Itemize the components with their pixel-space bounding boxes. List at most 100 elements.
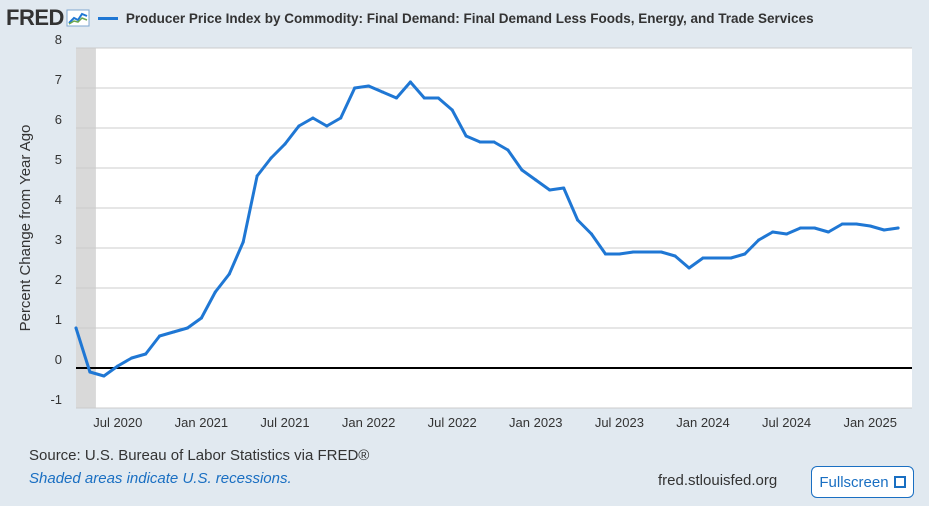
- x-tick-label: Jul 2024: [762, 415, 811, 430]
- site-url[interactable]: fred.stlouisfed.org: [658, 472, 778, 489]
- data-point: [381, 90, 385, 94]
- data-point: [534, 178, 538, 182]
- data-point: [868, 224, 872, 228]
- data-point: [227, 272, 231, 276]
- fred-logo[interactable]: FRED: [6, 5, 64, 30]
- data-point: [645, 250, 649, 254]
- plot-background: [76, 48, 912, 408]
- recession-note[interactable]: Shaded areas indicate U.S. recessions.: [29, 470, 292, 487]
- y-tick-label: 6: [55, 112, 62, 127]
- y-tick-label: 8: [55, 32, 62, 47]
- y-tick-label: 2: [55, 272, 62, 287]
- y-tick-labels: -1 0 1 2 3 4 5 6 7 8: [50, 32, 62, 407]
- data-point: [130, 356, 134, 360]
- data-point: [548, 188, 552, 192]
- recession-shading: [76, 48, 96, 408]
- data-point: [74, 326, 78, 330]
- data-point: [158, 334, 162, 338]
- data-point: [213, 290, 217, 294]
- data-point: [506, 148, 510, 152]
- x-tick-label: Jan 2025: [843, 415, 897, 430]
- data-point: [241, 240, 245, 244]
- data-point: [701, 256, 705, 260]
- data-point: [408, 80, 412, 84]
- data-point: [394, 96, 398, 100]
- data-point: [882, 228, 886, 232]
- expand-corners-icon: [893, 476, 906, 488]
- data-point: [422, 96, 426, 100]
- recession-band: [76, 48, 96, 408]
- x-tick-labels: Jul 2020 Jan 2021 Jul 2021 Jan 2022 Jul 2022…: [93, 415, 897, 430]
- grid-lines: [76, 47, 912, 409]
- data-point: [367, 84, 371, 88]
- data-point: [478, 140, 482, 144]
- data-point: [520, 168, 524, 172]
- data-point: [840, 222, 844, 226]
- y-tick-label: 0: [55, 352, 62, 367]
- data-point: [325, 124, 329, 128]
- data-point: [799, 226, 803, 230]
- x-tick-label: Jan 2022: [342, 415, 396, 430]
- data-point: [339, 116, 343, 120]
- data-point: [743, 252, 747, 256]
- series-line[interactable]: [74, 80, 900, 378]
- data-point: [785, 232, 789, 236]
- data-point: [311, 116, 315, 120]
- y-tick-label: 1: [55, 312, 62, 327]
- y-tick-label: 4: [55, 192, 62, 207]
- legend-label: Producer Price Index by Commodity: Final…: [125, 10, 814, 26]
- data-point: [631, 250, 635, 254]
- fullscreen-button[interactable]: Fullscreen: [811, 466, 914, 498]
- data-point: [255, 174, 259, 178]
- x-tick-label: Jul 2022: [428, 415, 477, 430]
- data-point: [185, 326, 189, 330]
- data-point: [826, 230, 830, 234]
- x-tick-label: Jan 2024: [676, 415, 730, 430]
- data-point: [715, 256, 719, 260]
- x-tick-label: Jul 2021: [260, 415, 309, 430]
- data-point: [102, 374, 106, 378]
- data-point: [812, 226, 816, 230]
- data-point: [269, 156, 273, 160]
- fullscreen-label: Fullscreen: [819, 473, 889, 491]
- legend-swatch: [97, 16, 118, 20]
- data-point: [199, 316, 203, 320]
- data-point: [172, 330, 176, 334]
- data-point: [576, 218, 580, 222]
- data-point: [88, 370, 92, 374]
- data-point: [896, 226, 900, 230]
- data-point: [854, 222, 858, 226]
- data-points: [74, 80, 900, 378]
- data-point: [144, 352, 148, 356]
- data-point: [353, 86, 357, 90]
- x-tick-label: Jul 2020: [93, 415, 142, 430]
- data-point: [771, 230, 775, 234]
- chart-header: FRED Producer Price Index by Commodity: …: [6, 4, 814, 32]
- y-tick-label: 5: [55, 152, 62, 167]
- x-tick-label: Jan 2023: [509, 415, 563, 430]
- data-point: [590, 232, 594, 236]
- y-tick-label: 3: [55, 232, 62, 247]
- source-text: Source: U.S. Bureau of Labor Statistics …: [29, 447, 370, 464]
- data-point: [617, 252, 621, 256]
- x-tick-label: Jan 2021: [175, 415, 229, 430]
- data-point: [729, 256, 733, 260]
- data-point: [562, 186, 566, 190]
- y-tick-label: 7: [55, 72, 62, 87]
- y-tick-label: -1: [50, 392, 62, 407]
- x-tick-label: Jul 2023: [595, 415, 644, 430]
- data-point: [603, 252, 607, 256]
- y-axis-label: Percent Change from Year Ago: [17, 125, 34, 332]
- data-point: [757, 238, 761, 242]
- line-graph-icon: [66, 9, 90, 27]
- data-point: [283, 142, 287, 146]
- chart-legend: Producer Price Index by Commodity: Final…: [97, 10, 814, 26]
- data-point: [297, 124, 301, 128]
- data-point: [116, 364, 120, 368]
- data-point: [436, 96, 440, 100]
- data-point: [687, 266, 691, 270]
- data-point: [464, 134, 468, 138]
- data-point: [659, 250, 663, 254]
- data-point: [673, 254, 677, 258]
